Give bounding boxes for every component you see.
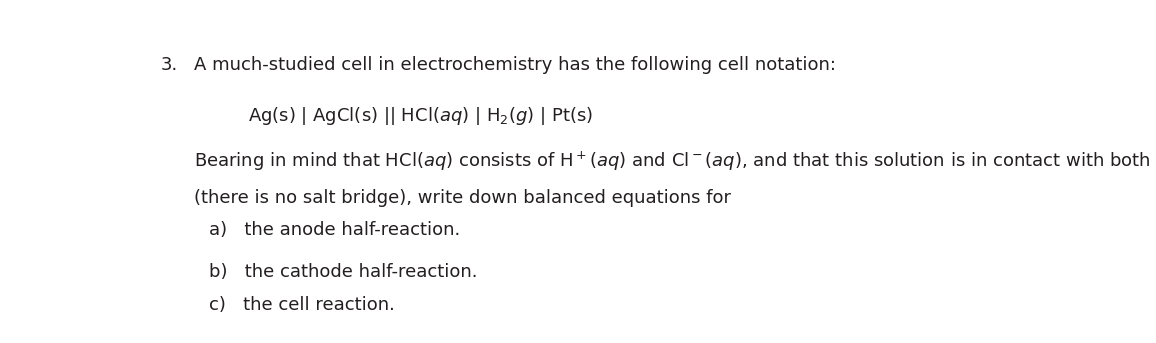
Text: Ag(s) | AgCl(s) || HCl($\mathit{aq}$) | H$_2$($\mathit{g}$) | Pt(s): Ag(s) | AgCl(s) || HCl($\mathit{aq}$) | …	[247, 105, 593, 127]
Text: Bearing in mind that HCl($\mathit{aq}$) consists of H$^+$($\mathit{aq}$) and Cl$: Bearing in mind that HCl($\mathit{aq}$) …	[194, 150, 1156, 173]
Text: c)   the cell reaction.: c) the cell reaction.	[209, 296, 395, 314]
Text: b)   the cathode half-reaction.: b) the cathode half-reaction.	[209, 263, 477, 281]
Text: A much-studied cell in electrochemistry has the following cell notation:: A much-studied cell in electrochemistry …	[194, 56, 836, 74]
Text: (there is no salt bridge), write down balanced equations for: (there is no salt bridge), write down ba…	[194, 189, 731, 207]
Text: 3.: 3.	[161, 56, 178, 74]
Text: a)   the anode half-reaction.: a) the anode half-reaction.	[209, 221, 460, 239]
